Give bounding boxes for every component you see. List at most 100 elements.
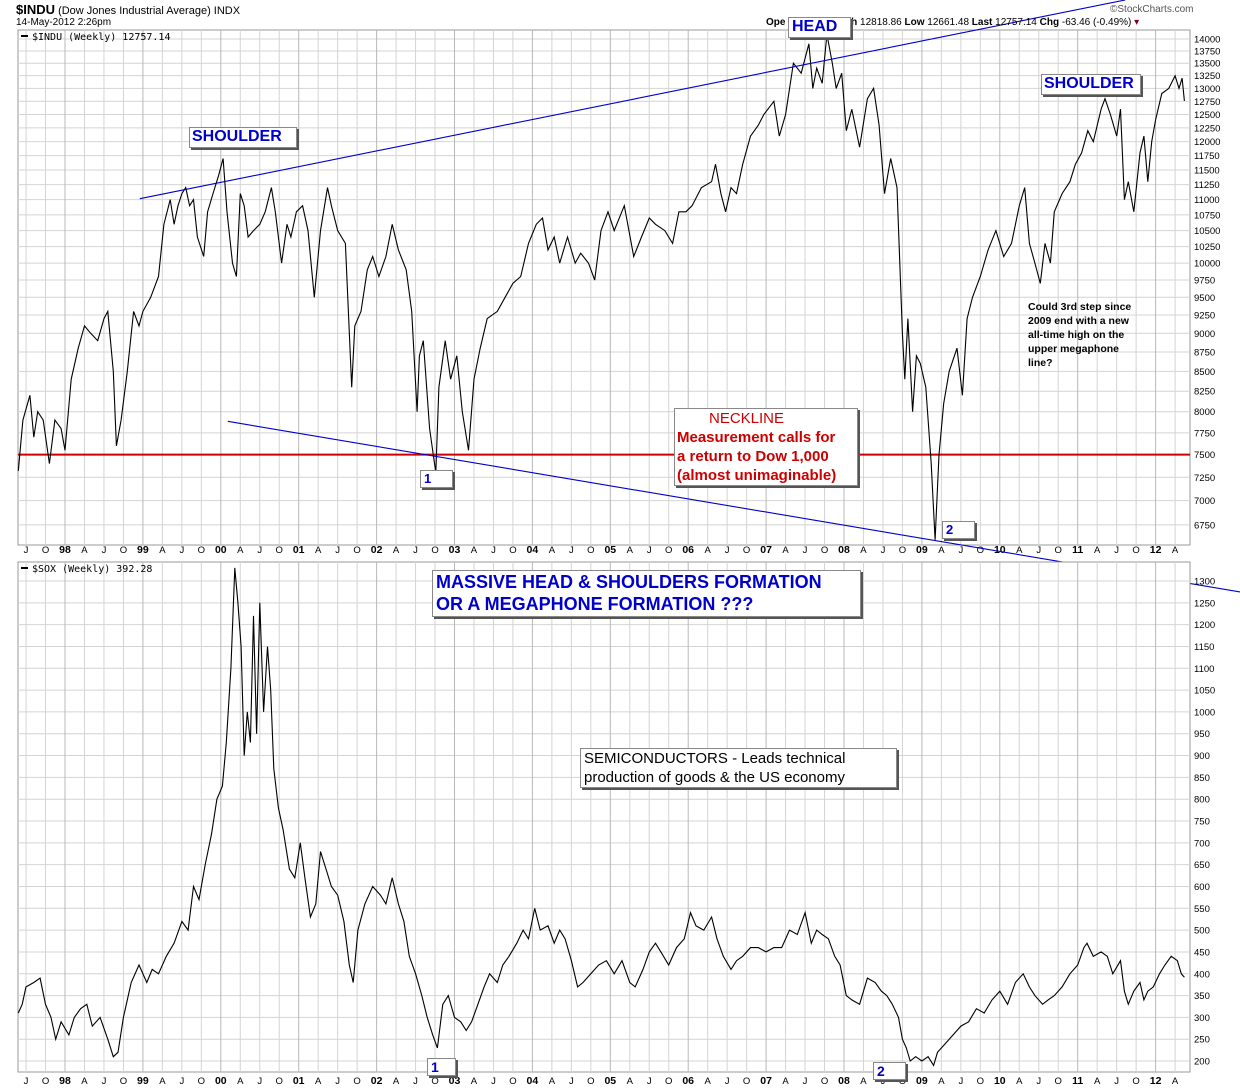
y-tick-label: 9500: [1194, 293, 1215, 304]
x-tick-label: O: [587, 545, 594, 556]
x-tick-label: A: [159, 1076, 166, 1087]
x-tick-label: J: [958, 1076, 963, 1087]
x-tick-label: A: [860, 545, 867, 556]
annotation-shoulder-right: SHOULDER: [1041, 74, 1141, 95]
annotation-massive: MASSIVE HEAD & SHOULDERS FORMATION OR A …: [432, 570, 861, 617]
y-tick-label: 13500: [1194, 59, 1220, 70]
x-tick-label: A: [159, 545, 166, 556]
marker-2-top: 2: [942, 521, 975, 539]
x-tick-label: A: [627, 1076, 634, 1087]
x-tick-label: 11: [1072, 1075, 1083, 1087]
x-tick-label: O: [587, 1076, 594, 1087]
annotation-head: HEAD: [788, 17, 851, 38]
x-tick-label: A: [1094, 545, 1101, 556]
massive-line: MASSIVE HEAD & SHOULDERS FORMATION: [436, 572, 822, 592]
y-tick-label: 13250: [1194, 71, 1220, 82]
x-tick-label: 10: [994, 544, 1006, 556]
annotation-semis: SEMICONDUCTORS - Leads technical product…: [580, 748, 897, 788]
plot-area: [17, 561, 1191, 1073]
y-tick-label: 6750: [1194, 520, 1215, 531]
y-tick-label: 550: [1194, 904, 1210, 915]
x-tick-label: 02: [371, 1075, 383, 1087]
neckline-line: Measurement calls for: [677, 429, 836, 446]
x-tick-label: 08: [838, 1075, 850, 1087]
y-tick-label: 1050: [1194, 686, 1215, 697]
last-value: 12757.14: [995, 17, 1037, 28]
x-tick-label: 12: [1150, 1075, 1162, 1087]
x-tick-label: J: [179, 1076, 184, 1087]
x-tick-label: A: [627, 545, 634, 556]
y-tick-label: 250: [1194, 1035, 1210, 1046]
y-tick-label: 14000: [1194, 35, 1220, 46]
x-tick-label: 07: [760, 544, 772, 556]
x-tick-label: 05: [604, 544, 616, 556]
y-tick-label: 7000: [1194, 496, 1215, 507]
x-tick-label: 01: [293, 1075, 305, 1087]
y-tick-label: 10500: [1194, 226, 1220, 237]
x-tick-label: O: [899, 1076, 906, 1087]
marker-1-top: 1: [420, 470, 453, 488]
x-tick-label: J: [335, 545, 340, 556]
x-tick-label: J: [647, 545, 652, 556]
y-tick-label: 12000: [1194, 137, 1220, 148]
y-tick-label: 400: [1194, 969, 1210, 980]
x-tick-label: J: [102, 545, 107, 556]
x-tick-label: O: [1055, 1076, 1062, 1087]
last-label: Last: [971, 17, 993, 28]
x-tick-label: O: [509, 1076, 516, 1087]
x-tick-label: A: [1016, 545, 1023, 556]
x-tick-label: A: [938, 545, 945, 556]
y-tick-label: 7250: [1194, 473, 1215, 484]
x-tick-label: O: [821, 545, 828, 556]
x-tick-label: O: [42, 545, 49, 556]
semis-line: SEMICONDUCTORS - Leads technical: [584, 750, 846, 767]
semis-line: production of goods & the US economy: [584, 769, 845, 786]
y-tick-label: 700: [1194, 838, 1210, 849]
annotation-neckline: NECKLINE Measurement calls for a return …: [674, 408, 858, 486]
x-tick-label: O: [665, 545, 672, 556]
x-tick-label: 99: [137, 544, 149, 556]
y-tick-label: 9250: [1194, 311, 1215, 322]
x-tick-label: 08: [838, 544, 850, 556]
x-tick-label: J: [725, 545, 730, 556]
note-line: 2009 end with a new: [1028, 315, 1129, 327]
chg-label: Chg: [1039, 17, 1060, 28]
x-tick-label: O: [509, 545, 516, 556]
x-tick-label: O: [120, 1076, 127, 1087]
x-tick-label: O: [353, 1076, 360, 1087]
x-tick-label: 06: [682, 1075, 694, 1087]
open-label: Ope: [766, 17, 786, 28]
x-tick-label: J: [1036, 545, 1041, 556]
y-tick-label: 8750: [1194, 348, 1215, 359]
x-tick-label: O: [276, 545, 283, 556]
y-tick-label: 950: [1194, 729, 1210, 740]
note-line: upper megaphone: [1028, 343, 1120, 355]
x-tick-label: J: [491, 545, 496, 556]
x-tick-label: A: [782, 1076, 789, 1087]
price-line-sox: [17, 567, 1185, 1067]
x-tick-label: J: [491, 1076, 496, 1087]
y-tick-label: 750: [1194, 817, 1210, 828]
x-tick-label: O: [665, 1076, 672, 1087]
marker-2-bottom: 2: [873, 1062, 906, 1080]
x-tick-label: 99: [137, 1075, 149, 1087]
x-tick-label: O: [1132, 1076, 1139, 1087]
x-tick-label: O: [42, 1076, 49, 1087]
x-tick-label: A: [315, 545, 322, 556]
y-tick-label: 500: [1194, 926, 1210, 937]
x-tick-label: 03: [449, 1075, 461, 1087]
symbol-name: (Dow Jones Industrial Average): [58, 5, 211, 17]
y-tick-label: 11250: [1194, 180, 1220, 191]
symbol: $INDU: [16, 2, 56, 17]
x-tick-label: 03: [449, 544, 461, 556]
y-tick-label: 600: [1194, 882, 1210, 893]
x-tick-label: O: [821, 1076, 828, 1087]
high-value: 12818.86: [860, 17, 902, 28]
low-label: Low: [904, 17, 925, 28]
x-tick-label: J: [179, 545, 184, 556]
y-tick-label: 800: [1194, 795, 1210, 806]
down-arrow-icon: ▾: [1134, 17, 1140, 28]
x-tick-label: 12: [1150, 544, 1162, 556]
x-tick-label: J: [569, 545, 574, 556]
